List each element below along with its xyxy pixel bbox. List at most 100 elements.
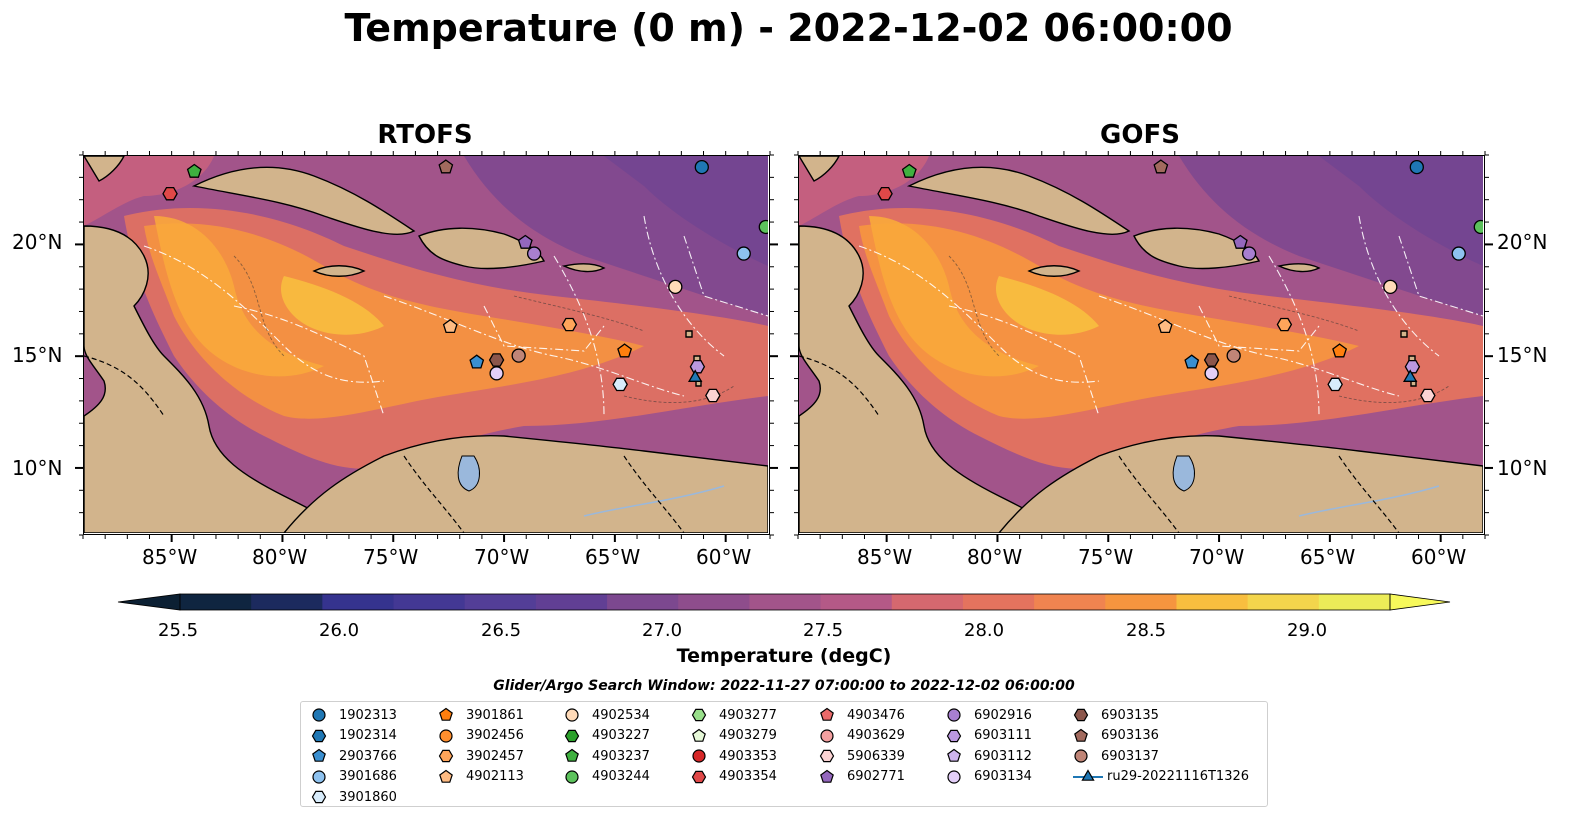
legend-marker-icon (692, 749, 706, 763)
float-marker-5906339 (705, 388, 721, 403)
temperature-map-rtofs (84, 156, 769, 534)
legend-item: 6903135 (1073, 705, 1159, 725)
float-marker-4902534 (1383, 279, 1398, 294)
legend-marker-icon (565, 748, 579, 762)
float-marker-4903244 (1473, 219, 1484, 235)
legend-label: 3902456 (466, 728, 524, 743)
legend-item: 6902916 (946, 705, 1032, 725)
legend-item: 6902771 (819, 767, 905, 787)
colorbar-bin (535, 594, 608, 610)
legend-label: 3901860 (339, 789, 397, 805)
legend-label: 3901686 (339, 769, 397, 784)
legend-label: 1902314 (339, 728, 397, 743)
legend-label: 6902771 (847, 769, 905, 784)
colorbar-bin (1034, 594, 1106, 610)
lat-tick-label: 10°N (12, 456, 63, 480)
float-marker-3901860 (1327, 377, 1343, 392)
panel-title-rtofs: RTOFS (377, 120, 473, 150)
legend-item: 3902456 (438, 726, 524, 746)
legend-item: 2903766 (311, 746, 397, 766)
legend-item: 6903136 (1073, 726, 1159, 746)
float-marker-6903135 (488, 353, 505, 367)
float-marker-3902457 (1276, 317, 1293, 332)
float-marker-4902113 (442, 318, 458, 334)
float-marker-6903137 (1226, 348, 1241, 363)
legend-label: 3902457 (466, 748, 524, 764)
float-marker-1902313 (1409, 159, 1424, 175)
legend-label: ru29-20221116T1326 (1107, 769, 1250, 784)
float-marker-6903134 (489, 366, 504, 381)
float-marker-ru29-20221116T1326 (1402, 369, 1418, 382)
colorbar-tick-label: 29.0 (1287, 620, 1328, 641)
lon-tick-label: 85°W (857, 545, 913, 569)
float-marker-4903354 (877, 186, 893, 201)
float-marker-3902457 (561, 317, 578, 332)
float-marker-6903136 (438, 159, 454, 174)
legend-marker-icon (947, 708, 961, 722)
lon-tick-label: 75°W (363, 545, 419, 569)
float-marker-6902916 (526, 246, 542, 261)
legend-marker-icon (564, 729, 580, 742)
colorbar-bin (820, 594, 893, 610)
legend-marker-icon (819, 749, 835, 763)
legend-label: 4903277 (719, 707, 777, 723)
float-marker-6903134 (1204, 366, 1219, 381)
search-window-caption: Glider/Argo Search Window: 2022-11-27 07… (493, 678, 1075, 694)
lon-tick-label: 80°W (252, 545, 308, 569)
colorbar-tick-label: 27.5 (803, 620, 844, 641)
legend-marker-icon (311, 790, 327, 804)
legend-marker-icon (311, 729, 327, 742)
legend-label: 4902534 (592, 707, 650, 723)
colorbar-under-arrow (117, 593, 181, 611)
legend-label: 4903354 (719, 769, 777, 784)
legend-marker-icon (439, 707, 453, 721)
legend-item: 4903354 (691, 767, 777, 787)
legend-item: 5906339 (819, 746, 905, 766)
legend-item: 4903237 (564, 746, 650, 766)
float-marker-6902771 (517, 234, 533, 249)
float-marker-3901860 (612, 377, 628, 392)
legend-item: 4903476 (819, 705, 905, 725)
legend-label: 4903237 (592, 748, 650, 764)
colorbar-frame (179, 593, 1391, 611)
float-marker-ru29-20221116T1326 (687, 369, 703, 382)
float-marker-6903136 (1153, 159, 1169, 174)
legend-item: 4903279 (691, 726, 777, 746)
colorbar (117, 593, 1451, 611)
legend-label: 6903136 (1101, 728, 1159, 743)
legend-item: 4903629 (819, 726, 905, 746)
legend-marker-icon (820, 769, 834, 783)
legend-marker-icon (947, 769, 961, 784)
lat-tick-label: 20°N (12, 230, 63, 254)
legend-marker-icon (947, 748, 961, 762)
legend-label: 4903279 (719, 728, 777, 743)
legend-marker-icon (312, 769, 326, 784)
float-marker-4903244 (758, 219, 769, 235)
lon-tick-label: 80°W (967, 545, 1023, 569)
legend-marker-icon (1073, 768, 1103, 781)
colorbar-bin (464, 594, 537, 610)
colorbar-tick-label: 28.5 (1126, 620, 1167, 641)
marker-legend: 1902313 1902314 2903766 3901686 3901860 39018… (300, 701, 1268, 807)
legend-label: 6903134 (974, 769, 1032, 784)
colorbar-bin (393, 594, 466, 610)
legend-label: 4903629 (847, 728, 905, 743)
lat-tick-label: 10°N (1497, 456, 1548, 480)
float-marker-3901686 (736, 246, 751, 261)
legend-marker-icon (439, 728, 453, 743)
legend-item: 4903227 (564, 726, 650, 746)
legend-item: 3901686 (311, 767, 397, 787)
colorbar-bin (1176, 594, 1249, 610)
legend-item: 3901861 (438, 705, 524, 725)
colorbar-over-arrow (1389, 593, 1451, 611)
legend-item: 4902534 (564, 705, 650, 725)
lat-tick-label: 20°N (1497, 230, 1548, 254)
legend-label: 6902916 (974, 707, 1032, 723)
legend-item: 3901860 (311, 787, 397, 807)
legend-item: 4903353 (691, 746, 777, 766)
float-marker-4903354 (162, 186, 178, 201)
legend-marker-icon (312, 708, 326, 722)
colorbar-bin (180, 594, 252, 610)
lon-tick-label: 60°W (1411, 545, 1467, 569)
legend-label: 4903227 (592, 728, 650, 743)
